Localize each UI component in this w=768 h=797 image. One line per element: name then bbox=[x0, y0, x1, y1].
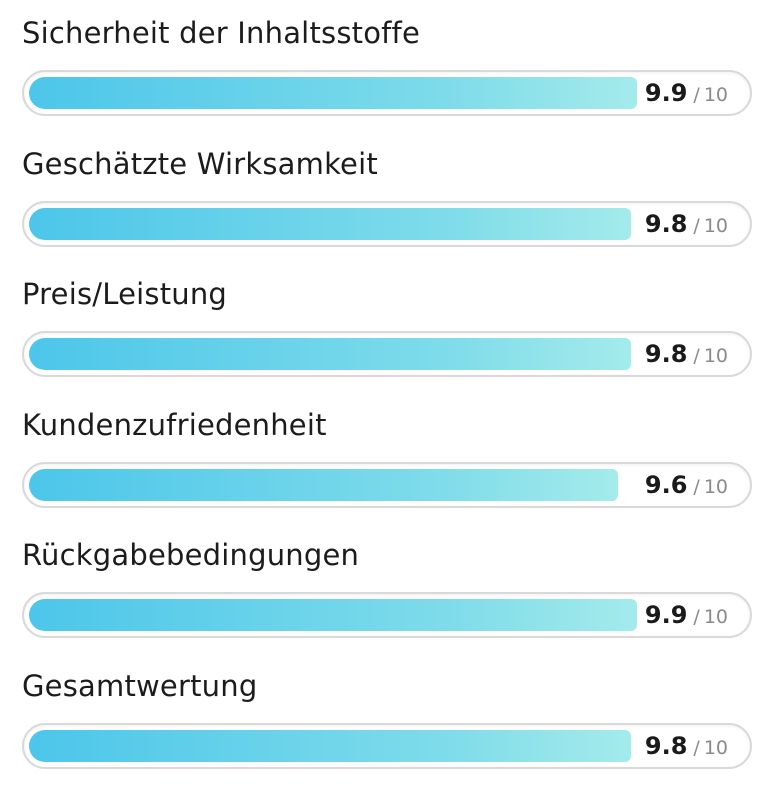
score-value: 9.8 bbox=[644, 731, 688, 760]
rating-score: 9.6/10 bbox=[645, 464, 728, 506]
rating-bar-fill bbox=[29, 207, 631, 240]
rating-bar-fill-area bbox=[29, 207, 643, 240]
score-max: 10 bbox=[703, 475, 728, 498]
rating-bar-fill bbox=[29, 729, 631, 762]
score-value: 9.9 bbox=[644, 79, 688, 107]
rating-label: Kundenzufriedenheit bbox=[22, 407, 327, 442]
rating-item-return-policy: Rückgabebedingungen 9.9/10 bbox=[22, 534, 756, 665]
score-separator: / bbox=[693, 345, 700, 367]
score-separator: / bbox=[693, 475, 700, 498]
rating-score: 9.9/10 bbox=[645, 72, 728, 114]
score-separator: / bbox=[693, 606, 700, 628]
rating-bar: 9.8/10 bbox=[22, 722, 752, 769]
rating-item-overall: Gesamtwertung 9.8/10 bbox=[22, 665, 756, 796]
rating-score: 9.8/10 bbox=[645, 333, 728, 375]
rating-label: Sicherheit der Inhaltsstoffe bbox=[22, 16, 421, 50]
rating-label: Geschätzte Wirksamkeit bbox=[22, 146, 378, 181]
rating-bar: 9.9/10 bbox=[22, 592, 752, 638]
rating-item-price-performance: Preis/Leistung 9.8/10 bbox=[22, 273, 756, 404]
score-max: 10 bbox=[703, 345, 728, 367]
rating-bar-fill-area bbox=[29, 729, 643, 762]
rating-item-estimated-effectiveness: Geschätzte Wirksamkeit 9.8/10 bbox=[22, 143, 756, 274]
score-separator: / bbox=[693, 214, 700, 237]
rating-label: Gesamtwertung bbox=[22, 668, 258, 703]
rating-bar-fill-area bbox=[29, 338, 643, 370]
rating-bar: 9.9/10 bbox=[22, 70, 752, 116]
rating-score: 9.8/10 bbox=[645, 203, 728, 245]
rating-label: Preis/Leistung bbox=[22, 277, 228, 311]
rating-bar: 9.8/10 bbox=[22, 331, 752, 377]
rating-bar-fill bbox=[29, 468, 619, 501]
score-max: 10 bbox=[703, 606, 728, 628]
score-value: 9.8 bbox=[644, 340, 688, 368]
rating-label: Rückgabebedingungen bbox=[22, 538, 360, 572]
score-separator: / bbox=[693, 84, 700, 106]
rating-bar: 9.8/10 bbox=[22, 200, 752, 247]
rating-bar-fill-area bbox=[29, 77, 643, 109]
rating-item-customer-satisfaction: Kundenzufriedenheit 9.6/10 bbox=[22, 404, 756, 535]
rating-score: 9.9/10 bbox=[645, 594, 728, 636]
rating-bar-fill-area bbox=[29, 599, 643, 631]
score-value: 9.6 bbox=[644, 470, 688, 499]
score-max: 10 bbox=[703, 736, 728, 759]
rating-score: 9.8/10 bbox=[645, 725, 728, 767]
rating-bar: 9.6/10 bbox=[22, 461, 752, 508]
score-separator: / bbox=[693, 736, 700, 759]
rating-item-ingredient-safety: Sicherheit der Inhaltsstoffe 9.9/10 bbox=[22, 12, 756, 143]
score-value: 9.8 bbox=[644, 209, 688, 238]
score-max: 10 bbox=[703, 214, 728, 237]
rating-bar-fill bbox=[29, 599, 637, 631]
score-value: 9.9 bbox=[644, 601, 688, 629]
rating-bar-fill bbox=[29, 77, 637, 109]
rating-bar-fill-area bbox=[29, 468, 643, 501]
rating-bar-fill bbox=[29, 338, 631, 370]
ratings-list: Sicherheit der Inhaltsstoffe 9.9/10 Gesc… bbox=[22, 12, 756, 795]
score-max: 10 bbox=[703, 84, 728, 106]
